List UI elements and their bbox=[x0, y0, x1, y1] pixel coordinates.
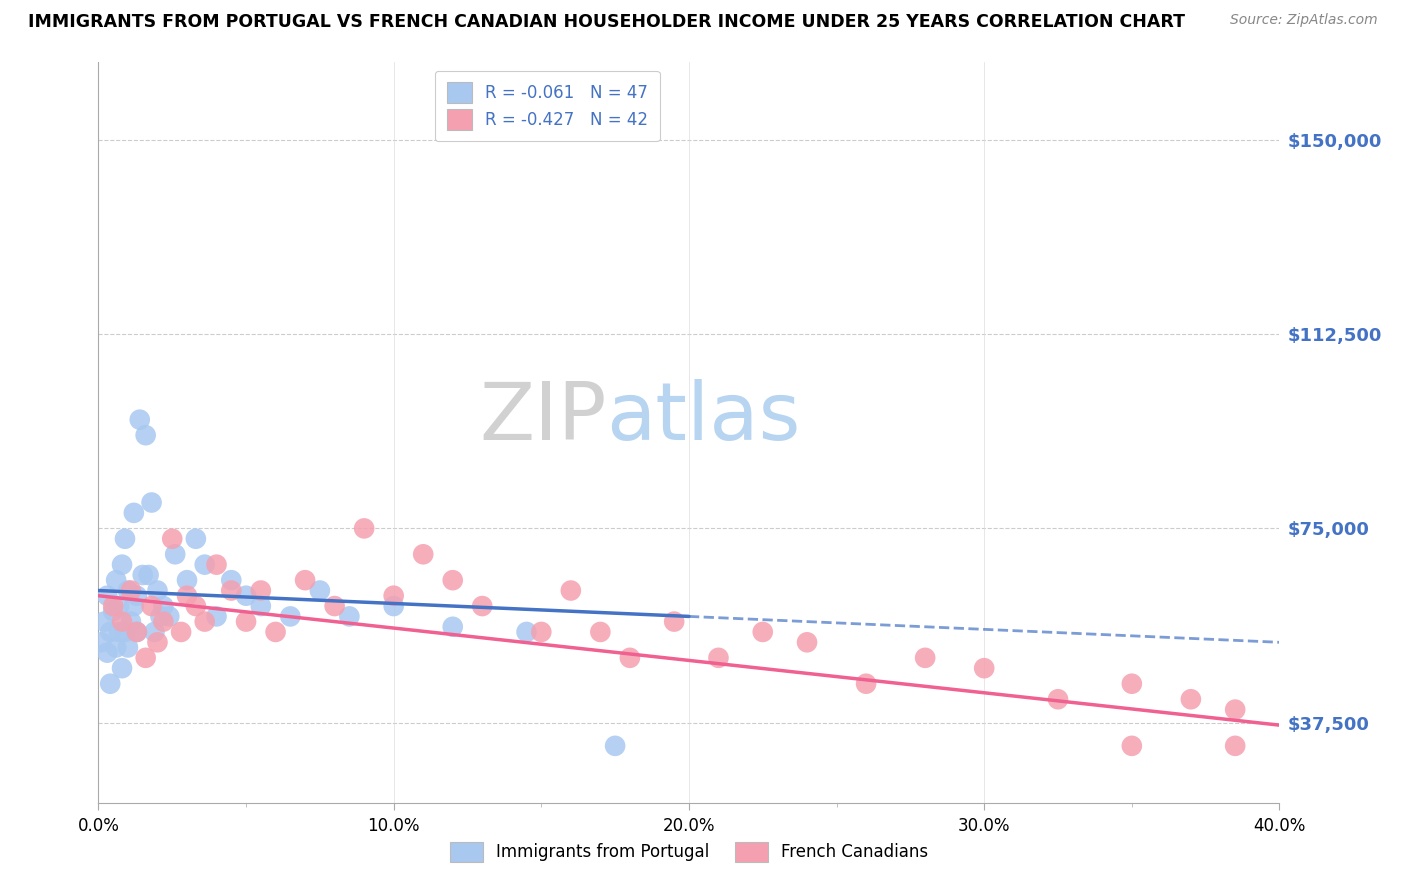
Point bbox=[162, 532, 183, 546]
Point bbox=[194, 615, 217, 629]
Point bbox=[146, 635, 169, 649]
Point bbox=[128, 412, 150, 426]
Point bbox=[125, 589, 148, 603]
Point bbox=[184, 599, 207, 613]
Point bbox=[264, 624, 287, 639]
Point bbox=[135, 428, 157, 442]
Point bbox=[339, 609, 361, 624]
Point bbox=[530, 624, 553, 639]
Point bbox=[98, 624, 121, 639]
Point bbox=[114, 624, 136, 639]
Point bbox=[796, 635, 818, 649]
Point bbox=[855, 677, 877, 691]
Point bbox=[117, 583, 139, 598]
Point bbox=[235, 589, 257, 603]
Point bbox=[1180, 692, 1202, 706]
Point bbox=[90, 635, 112, 649]
Point bbox=[176, 589, 198, 603]
Point bbox=[108, 599, 131, 613]
Point bbox=[146, 583, 169, 598]
Point bbox=[120, 615, 142, 629]
Point bbox=[280, 609, 302, 624]
Point bbox=[176, 573, 198, 587]
Point bbox=[914, 650, 936, 665]
Point bbox=[589, 624, 612, 639]
Point bbox=[221, 583, 243, 598]
Point bbox=[98, 677, 121, 691]
Point bbox=[1225, 739, 1247, 753]
Point bbox=[1046, 692, 1070, 706]
Point bbox=[96, 646, 118, 660]
Point bbox=[605, 739, 627, 753]
Point bbox=[105, 573, 128, 587]
Point bbox=[1225, 703, 1247, 717]
Text: IMMIGRANTS FROM PORTUGAL VS FRENCH CANADIAN HOUSEHOLDER INCOME UNDER 25 YEARS CO: IMMIGRANTS FROM PORTUGAL VS FRENCH CANAD… bbox=[28, 13, 1185, 31]
Point bbox=[619, 650, 641, 665]
Point bbox=[152, 615, 174, 629]
Point bbox=[353, 521, 375, 535]
Point bbox=[221, 573, 243, 587]
Point bbox=[973, 661, 995, 675]
Point bbox=[664, 615, 686, 629]
Point bbox=[132, 568, 155, 582]
Point bbox=[120, 583, 142, 598]
Point bbox=[125, 624, 148, 639]
Point bbox=[250, 599, 273, 613]
Point bbox=[135, 650, 157, 665]
Point bbox=[441, 573, 464, 587]
Point bbox=[184, 532, 207, 546]
Point bbox=[111, 558, 134, 572]
Point bbox=[114, 532, 136, 546]
Point bbox=[1121, 677, 1143, 691]
Point bbox=[138, 568, 160, 582]
Point bbox=[205, 609, 228, 624]
Point bbox=[103, 599, 125, 613]
Point bbox=[157, 609, 180, 624]
Point bbox=[412, 547, 434, 561]
Point bbox=[122, 599, 145, 613]
Point bbox=[382, 599, 405, 613]
Point bbox=[752, 624, 775, 639]
Point bbox=[170, 624, 193, 639]
Point bbox=[103, 604, 125, 618]
Point bbox=[141, 599, 163, 613]
Text: atlas: atlas bbox=[606, 379, 800, 457]
Point bbox=[143, 624, 166, 639]
Point bbox=[111, 615, 134, 629]
Legend: Immigrants from Portugal, French Canadians: Immigrants from Portugal, French Canadia… bbox=[443, 835, 935, 869]
Text: Source: ZipAtlas.com: Source: ZipAtlas.com bbox=[1230, 13, 1378, 28]
Point bbox=[235, 615, 257, 629]
Point bbox=[93, 615, 115, 629]
Point bbox=[1121, 739, 1143, 753]
Point bbox=[516, 624, 538, 639]
Point bbox=[382, 589, 405, 603]
Text: ZIP: ZIP bbox=[479, 379, 606, 457]
Point bbox=[96, 589, 118, 603]
Point bbox=[105, 640, 128, 655]
Point bbox=[560, 583, 582, 598]
Point bbox=[111, 661, 134, 675]
Point bbox=[152, 599, 174, 613]
Point bbox=[441, 620, 464, 634]
Point bbox=[323, 599, 346, 613]
Point bbox=[122, 506, 145, 520]
Point bbox=[309, 583, 332, 598]
Point bbox=[108, 624, 131, 639]
Point bbox=[149, 609, 172, 624]
Point bbox=[205, 558, 228, 572]
Point bbox=[141, 495, 163, 509]
Point bbox=[471, 599, 494, 613]
Point bbox=[125, 624, 148, 639]
Point bbox=[117, 640, 139, 655]
Point bbox=[707, 650, 730, 665]
Point bbox=[250, 583, 273, 598]
Point bbox=[165, 547, 187, 561]
Point bbox=[194, 558, 217, 572]
Point bbox=[294, 573, 316, 587]
